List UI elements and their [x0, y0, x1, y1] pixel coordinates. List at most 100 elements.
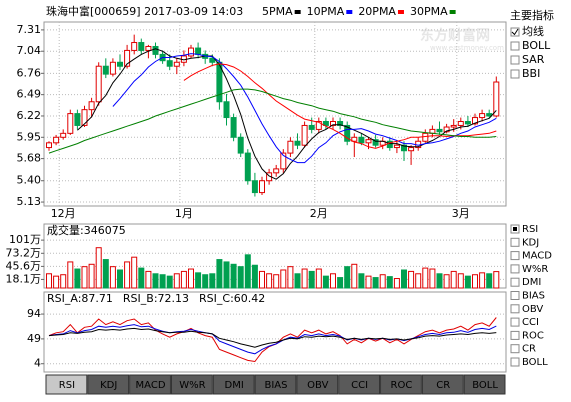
candle-body	[209, 57, 216, 63]
sidebar-indicator[interactable]: W%R	[522, 264, 548, 275]
candle-body	[408, 147, 415, 152]
tab-label[interactable]: BIAS	[265, 380, 288, 391]
candle-body	[337, 121, 344, 126]
y-tick-label: 6.49	[17, 88, 42, 101]
moving-average	[183, 63, 497, 149]
sidebar-indicator[interactable]: BIAS	[522, 291, 545, 302]
candle-body	[223, 101, 230, 119]
candle-body	[237, 136, 244, 154]
volume-bar	[180, 270, 187, 289]
tab-label[interactable]: KDJ	[100, 380, 117, 391]
candle-body	[457, 121, 464, 126]
radio-box[interactable]	[510, 264, 520, 274]
radio-box[interactable]	[510, 344, 520, 354]
sidebar-indicator[interactable]: BOLL	[522, 357, 548, 368]
tab[interactable]	[170, 374, 213, 395]
sidebar-indicator[interactable]: KDJ	[522, 237, 539, 248]
checkbox[interactable]	[510, 69, 520, 79]
tab-label[interactable]: CR	[436, 380, 450, 391]
tab-label[interactable]: W%R	[179, 380, 205, 391]
tab[interactable]	[338, 374, 381, 395]
tab-label[interactable]: RSI	[59, 380, 75, 391]
volume-bar	[464, 275, 471, 289]
volume-bar	[401, 269, 407, 289]
volume-bar	[152, 273, 159, 289]
tab[interactable]	[380, 374, 422, 395]
tab[interactable]	[254, 374, 297, 395]
tab-label[interactable]: OBV	[307, 380, 328, 391]
sidebar-option[interactable]: BOLL	[522, 39, 551, 52]
radio-box[interactable]	[510, 357, 520, 367]
sidebar-indicator[interactable]: OBV	[522, 304, 543, 315]
radio-box[interactable]	[510, 277, 520, 287]
y-tick-label: 7.04	[17, 44, 42, 57]
tab-label[interactable]: MACD	[136, 380, 166, 391]
tab[interactable]	[463, 374, 506, 395]
candle-body	[138, 42, 145, 51]
candle-body	[472, 117, 478, 125]
checkbox[interactable]	[510, 55, 520, 65]
candle-body	[308, 124, 315, 130]
sidebar-option[interactable]: SAR	[522, 53, 545, 66]
radio-box[interactable]	[510, 317, 520, 327]
volume-bar	[344, 266, 351, 289]
candle-body	[330, 121, 336, 126]
radio-box[interactable]	[510, 251, 520, 261]
legend-swatch	[346, 10, 353, 14]
radio-box[interactable]	[510, 237, 520, 247]
volume-bar	[408, 270, 415, 289]
sidebar-title: 主要指标	[510, 8, 554, 22]
volume-bar	[266, 273, 273, 289]
y-tick-label: 4	[34, 357, 41, 370]
radio-box[interactable]	[510, 330, 520, 340]
sidebar-indicator[interactable]: MACD	[522, 251, 552, 262]
checkbox[interactable]	[510, 27, 520, 37]
tab[interactable]	[87, 374, 130, 395]
sidebar-indicator[interactable]: CCI	[522, 317, 539, 328]
candle-body	[251, 180, 258, 194]
tab-label[interactable]: DMI	[225, 380, 244, 391]
x-tick-label: 12月	[51, 207, 76, 220]
volume-bar	[450, 270, 457, 289]
sidebar-indicator[interactable]: CR	[522, 344, 536, 355]
checkbox[interactable]	[510, 41, 520, 51]
tab[interactable]	[129, 374, 171, 395]
sidebar-option[interactable]: BBI	[522, 67, 540, 80]
candle-body	[479, 113, 486, 119]
tab-label[interactable]: ROC	[391, 380, 413, 391]
candle-body	[53, 136, 60, 144]
tab[interactable]	[421, 374, 464, 395]
sidebar-indicator[interactable]: DMI	[522, 277, 541, 288]
sidebar-indicator[interactable]: RSI	[522, 224, 538, 235]
tab-label[interactable]: BOLL	[472, 380, 498, 391]
volume-bar	[109, 266, 116, 289]
candle-body	[464, 121, 471, 125]
tab[interactable]	[296, 374, 339, 395]
volume-bar	[81, 266, 88, 289]
volume-bar	[188, 268, 194, 289]
tab-label[interactable]: CCI	[351, 380, 368, 391]
candle-body	[216, 61, 223, 103]
y-tick-label: 5.13	[17, 195, 42, 208]
volume-bar	[429, 268, 436, 289]
volume-bar	[195, 272, 202, 289]
volume-bar	[145, 270, 152, 289]
candle-body	[393, 144, 400, 149]
candle-body	[358, 136, 365, 144]
candle-body	[152, 45, 159, 55]
sidebar-option[interactable]: 均线	[522, 24, 544, 38]
sidebar-indicator[interactable]: ROC	[522, 330, 544, 341]
volume-bar	[386, 276, 393, 289]
radio-dot	[513, 227, 517, 231]
check-mark	[511, 28, 519, 36]
volume-bar	[216, 259, 223, 289]
radio-box[interactable]	[510, 304, 520, 314]
price-panel	[43, 21, 507, 207]
tab[interactable]	[212, 374, 255, 395]
tab[interactable]	[45, 374, 88, 395]
volume-bar	[493, 271, 500, 289]
volume-bar	[166, 275, 173, 289]
radio-box[interactable]	[510, 291, 520, 300]
volume-bar	[301, 268, 308, 289]
